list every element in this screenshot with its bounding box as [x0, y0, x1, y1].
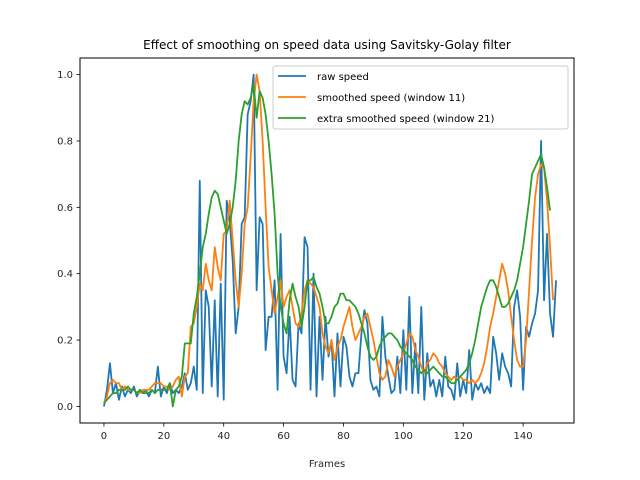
x-tick-label: 60 [277, 431, 290, 442]
x-tick-label: 0 [101, 431, 107, 442]
series-lines [103, 73, 557, 408]
y-tick-label: 0.6 [57, 203, 73, 214]
y-axis: 0.0 0.2 0.4 0.6 0.8 1.0 [57, 70, 80, 413]
y-tick-label: 0.4 [57, 269, 73, 280]
series-line-smoothed-speed-window-11 [103, 73, 554, 404]
legend-label-extra-smoothed-speed: extra smoothed speed (window 21) [317, 114, 494, 125]
series-line-extra-smoothed-speed-window-21 [103, 83, 551, 408]
y-tick-label: 0.8 [57, 136, 73, 147]
plot-area [103, 73, 557, 408]
chart-title: Effect of smoothing on speed data using … [143, 38, 511, 52]
legend-label-smoothed-speed: smoothed speed (window 11) [317, 93, 465, 104]
y-tick-label: 1.0 [57, 70, 73, 81]
x-tick-label: 100 [394, 431, 413, 442]
legend-box [272, 65, 569, 130]
legend-label-raw-speed: raw speed [317, 72, 369, 83]
x-tick-label: 140 [514, 431, 533, 442]
y-tick-label: 0.2 [57, 336, 73, 347]
x-axis-label: Frames [309, 459, 345, 470]
x-tick-label: 120 [454, 431, 473, 442]
x-tick-label: 40 [217, 431, 230, 442]
x-tick-label: 80 [337, 431, 350, 442]
legend: raw speed smoothed speed (window 11) ext… [272, 65, 569, 130]
y-tick-label: 0.0 [57, 402, 73, 413]
x-axis: 0 20 40 60 80 100 120 140 [101, 423, 533, 442]
x-tick-label: 20 [157, 431, 170, 442]
axes-frame [79, 57, 575, 424]
